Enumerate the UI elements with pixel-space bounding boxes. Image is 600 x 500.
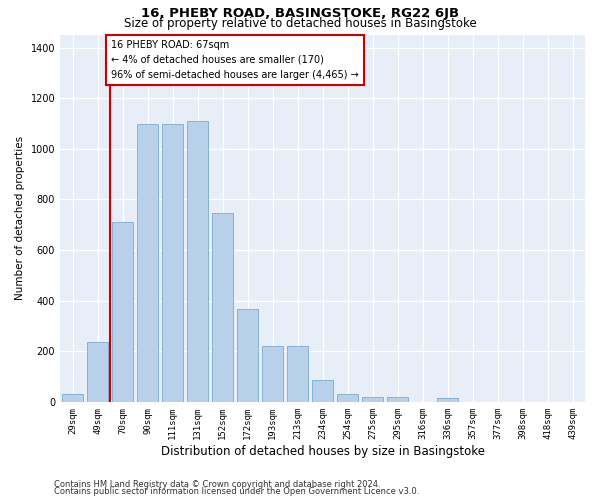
Bar xyxy=(112,222,133,402)
Bar xyxy=(437,398,458,402)
Bar xyxy=(237,310,258,402)
Bar xyxy=(187,121,208,402)
Bar xyxy=(362,397,383,402)
Y-axis label: Number of detached properties: Number of detached properties xyxy=(15,136,25,300)
Bar xyxy=(137,124,158,402)
Bar xyxy=(212,214,233,402)
Text: Contains HM Land Registry data © Crown copyright and database right 2024.: Contains HM Land Registry data © Crown c… xyxy=(54,480,380,489)
Text: 16 PHEBY ROAD: 67sqm
← 4% of detached houses are smaller (170)
96% of semi-detac: 16 PHEBY ROAD: 67sqm ← 4% of detached ho… xyxy=(111,40,359,80)
Text: Size of property relative to detached houses in Basingstoke: Size of property relative to detached ho… xyxy=(124,16,476,30)
Bar xyxy=(312,380,333,402)
Text: 16, PHEBY ROAD, BASINGSTOKE, RG22 6JB: 16, PHEBY ROAD, BASINGSTOKE, RG22 6JB xyxy=(141,8,459,20)
Text: Contains public sector information licensed under the Open Government Licence v3: Contains public sector information licen… xyxy=(54,487,419,496)
Bar xyxy=(287,346,308,402)
X-axis label: Distribution of detached houses by size in Basingstoke: Distribution of detached houses by size … xyxy=(161,444,485,458)
Bar xyxy=(162,124,183,402)
Bar xyxy=(87,342,108,402)
Bar xyxy=(387,398,408,402)
Bar xyxy=(62,394,83,402)
Bar xyxy=(262,346,283,402)
Bar xyxy=(337,394,358,402)
